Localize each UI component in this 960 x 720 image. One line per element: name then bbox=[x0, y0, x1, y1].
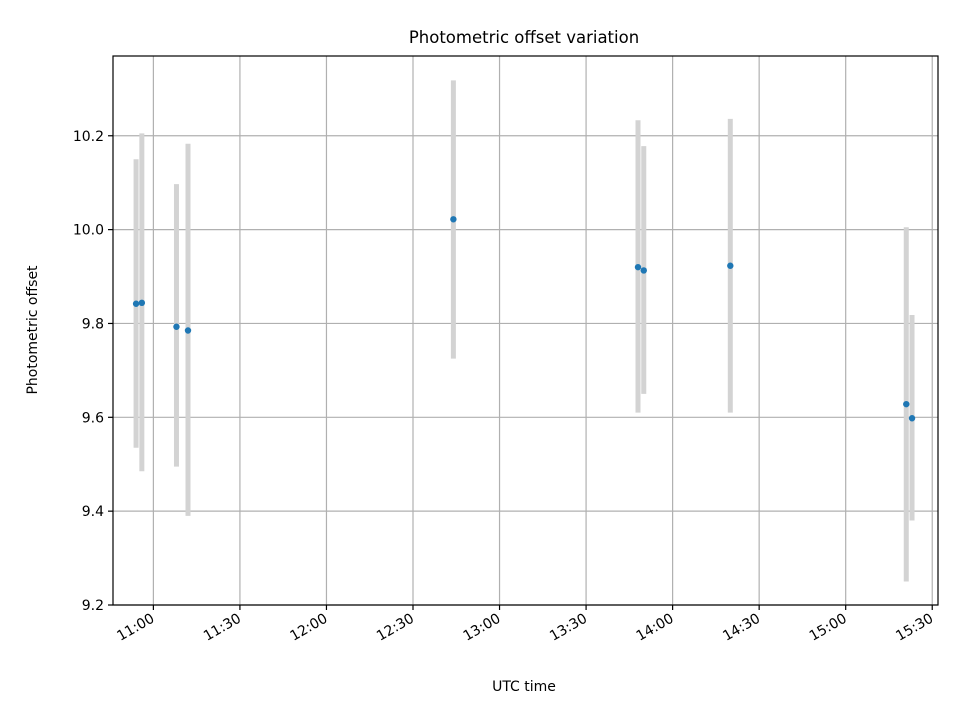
y-axis-ticks: 9.2 9.4 9.6 9.8 10.0 10.2 bbox=[73, 129, 113, 614]
data-point bbox=[184, 327, 192, 334]
y-tick-label: 9.4 bbox=[82, 504, 104, 520]
data-point bbox=[634, 263, 642, 271]
plot-frame bbox=[112, 55, 939, 606]
y-tick-label: 10.0 bbox=[73, 223, 104, 239]
chart-title: Photometric offset variation bbox=[409, 28, 639, 47]
data-point bbox=[727, 262, 734, 269]
data-point bbox=[132, 300, 140, 307]
plot-area: 11:00 11:30 12:00 12:30 13:00 13:30 14:00 14:30… bbox=[73, 55, 939, 645]
data-point bbox=[903, 400, 910, 408]
x-axis-label: UTC time bbox=[492, 679, 556, 695]
y-tick-label: 9.8 bbox=[82, 316, 104, 332]
y-tick-label: 9.6 bbox=[82, 410, 104, 426]
data-point bbox=[138, 299, 146, 307]
plot-background bbox=[113, 56, 938, 605]
data-point bbox=[908, 415, 916, 422]
data-points bbox=[132, 216, 916, 422]
data-point bbox=[640, 267, 647, 274]
data-point bbox=[450, 216, 457, 223]
y-tick-label: 10.2 bbox=[73, 129, 104, 145]
data-point bbox=[173, 323, 180, 330]
y-axis-label: Photometric offset bbox=[25, 265, 41, 395]
y-tick-label: 9.2 bbox=[82, 598, 104, 614]
